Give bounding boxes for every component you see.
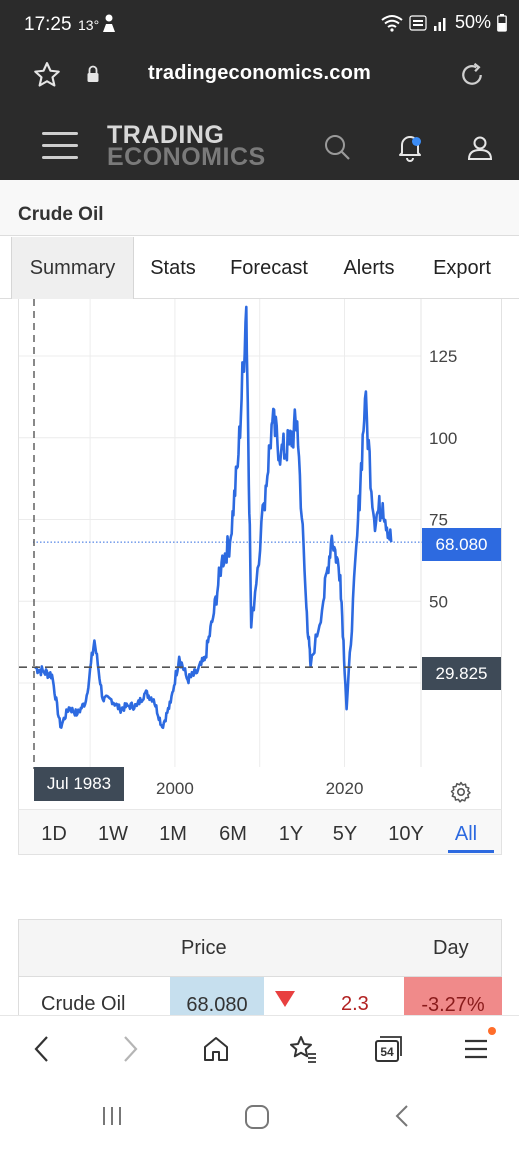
range-1d[interactable]: 1D xyxy=(41,823,67,845)
chart-canvas[interactable]: 12510075502520002020 xyxy=(19,299,503,809)
system-nav-bar xyxy=(0,1083,519,1152)
system-back-icon[interactable] xyxy=(392,1103,412,1129)
range-selector: 1D 1W 1M 6M 1Y 5Y 10Y All xyxy=(18,809,502,855)
row-price: 68.080 xyxy=(170,977,264,1021)
volte-icon xyxy=(409,14,427,31)
table-row[interactable]: Crude Oil 68.080 2.3 -3.27% xyxy=(19,977,502,1021)
reference-value-label: 29.825 xyxy=(422,657,501,690)
header-price: Price xyxy=(181,937,227,959)
tabs-icon[interactable]: 54 xyxy=(374,1034,406,1064)
y-tick-label: 75 xyxy=(429,511,448,530)
page-title-bar: Crude Oil xyxy=(0,180,519,236)
range-1w[interactable]: 1W xyxy=(98,823,128,845)
browser-url-bar: tradingeconomics.com xyxy=(0,48,519,104)
row-change: 2.3 xyxy=(341,993,369,1015)
range-1m[interactable]: 1M xyxy=(159,823,187,845)
tab-alerts[interactable]: Alerts xyxy=(343,257,395,279)
battery-icon xyxy=(497,13,507,32)
notification-bell-icon[interactable] xyxy=(396,132,424,162)
battery-percent: 50% xyxy=(454,12,491,32)
range-1y[interactable]: 1Y xyxy=(278,823,304,845)
signal-icon xyxy=(433,17,446,31)
system-home-icon[interactable] xyxy=(243,1103,271,1131)
price-series-line xyxy=(34,305,393,730)
lock-icon xyxy=(87,65,99,82)
chart-settings-gear-icon[interactable] xyxy=(449,780,473,804)
home-icon[interactable] xyxy=(201,1034,231,1064)
weather-icon xyxy=(103,14,115,32)
tab-export[interactable]: Export xyxy=(433,257,491,279)
status-right: 50% xyxy=(381,12,507,33)
back-icon[interactable] xyxy=(30,1034,54,1064)
range-10y[interactable]: 10Y xyxy=(388,823,424,845)
notification-dot xyxy=(412,137,421,146)
header-day: Day xyxy=(433,937,469,959)
row-day-percent: -3.27% xyxy=(404,977,502,1021)
y-tick-label: 100 xyxy=(429,429,457,448)
quote-table: Price Day Crude Oil 68.080 2.3 -3.27% xyxy=(18,919,502,1021)
tabs-count: 54 xyxy=(380,1045,394,1059)
user-icon[interactable] xyxy=(466,134,494,162)
reload-icon[interactable] xyxy=(457,60,487,90)
browser-bottom-bar: 54 xyxy=(0,1015,519,1083)
bookmarks-star-icon[interactable] xyxy=(287,1034,319,1064)
cursor-date-label: Jul 1983 xyxy=(34,767,124,801)
tab-forecast[interactable]: Forecast xyxy=(230,257,308,279)
page-title: Crude Oil xyxy=(18,204,104,225)
price-chart[interactable]: 12510075502520002020 68.080 29.825 Jul 1… xyxy=(18,299,502,809)
tab-stats[interactable]: Stats xyxy=(150,257,196,279)
active-range-underline xyxy=(448,850,494,853)
search-icon[interactable] xyxy=(322,132,352,162)
row-name[interactable]: Crude Oil xyxy=(41,993,126,1015)
y-tick-label: 125 xyxy=(429,347,457,366)
bookmark-star-icon[interactable] xyxy=(32,60,62,90)
tab-summary[interactable]: Summary xyxy=(11,237,134,299)
tab-bar: Summary Stats Forecast Alerts Export xyxy=(0,237,519,299)
logo-line-1: TRADING xyxy=(107,121,225,149)
table-header: Price Day xyxy=(19,920,501,977)
status-bar: 17:25 13° 50% xyxy=(0,0,519,48)
last-value-label: 68.080 xyxy=(422,528,501,561)
range-5y[interactable]: 5Y xyxy=(332,823,358,845)
y-tick-label: 50 xyxy=(429,592,448,611)
wifi-icon xyxy=(381,14,403,32)
down-arrow-icon xyxy=(275,991,295,1007)
forward-icon[interactable] xyxy=(118,1034,142,1064)
logo-line-2: ECONOMICS xyxy=(107,143,266,171)
status-time: 17:25 xyxy=(24,14,72,35)
x-tick-label: 2000 xyxy=(156,779,194,798)
status-temperature: 13° xyxy=(78,17,100,33)
url-text[interactable]: tradingeconomics.com xyxy=(148,62,371,84)
site-header: TRADING ECONOMICS xyxy=(0,104,519,180)
browser-menu-icon[interactable] xyxy=(462,1034,490,1064)
site-logo[interactable]: TRADING ECONOMICS xyxy=(107,121,266,171)
x-tick-label: 2020 xyxy=(326,779,364,798)
range-6m[interactable]: 6M xyxy=(219,823,247,845)
recent-apps-icon[interactable] xyxy=(99,1103,125,1129)
menu-icon[interactable] xyxy=(42,132,78,160)
range-all[interactable]: All xyxy=(454,823,478,845)
menu-notification-dot xyxy=(488,1027,496,1035)
